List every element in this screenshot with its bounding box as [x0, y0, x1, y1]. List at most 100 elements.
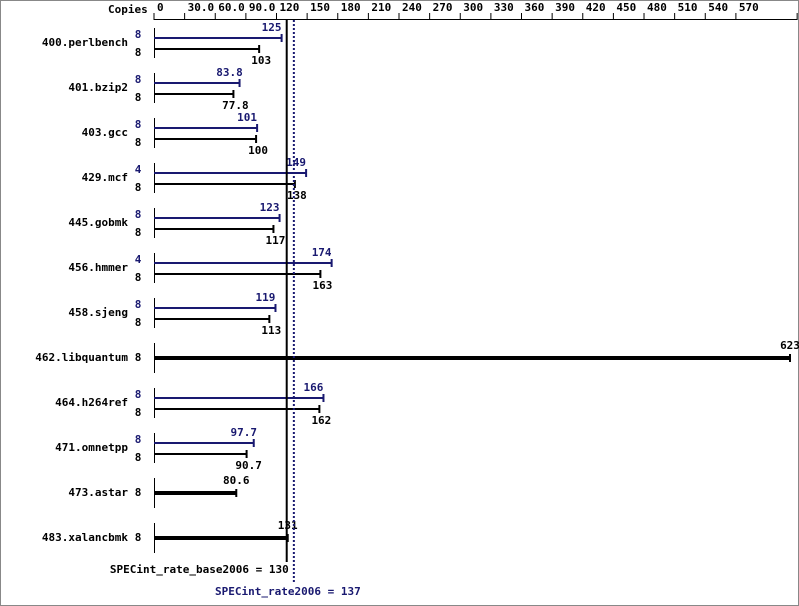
copies-label: 8 [135, 208, 142, 221]
x-tick-label: 570 [739, 1, 759, 14]
value-label: 149 [286, 156, 306, 169]
bar [154, 217, 280, 219]
copies-label: 4 [135, 253, 142, 266]
copies-label: 8 [135, 531, 142, 544]
value-label: 119 [256, 291, 276, 304]
value-label: 83.8 [216, 66, 243, 79]
bar [154, 442, 254, 444]
bar [154, 318, 270, 320]
value-label: 100 [248, 144, 268, 157]
category-label: 473.astar [68, 486, 128, 499]
bar [154, 453, 247, 455]
copies-label: 8 [135, 433, 142, 446]
value-label: 113 [261, 324, 281, 337]
value-label: 138 [287, 189, 307, 202]
value-label: 123 [260, 201, 280, 214]
bar [154, 82, 240, 84]
bar [154, 273, 321, 275]
x-tick-label: 270 [433, 1, 453, 14]
bar [154, 183, 295, 185]
value-label: 131 [278, 519, 298, 532]
bar [154, 536, 288, 540]
value-label: 174 [312, 246, 332, 259]
value-label: 117 [266, 234, 286, 247]
copies-label: 8 [135, 271, 142, 284]
x-tick-label: 120 [280, 1, 300, 14]
bar [154, 491, 237, 495]
value-label: 90.7 [235, 459, 262, 472]
x-tick-label: 180 [341, 1, 361, 14]
copies-label: 8 [135, 298, 142, 311]
x-tick-label: 300 [463, 1, 483, 14]
copies-label: 8 [135, 28, 142, 41]
copies-label: 8 [135, 226, 142, 239]
x-tick-label: 60.0 [218, 1, 245, 14]
bar [154, 228, 274, 230]
x-tick-label: 0 [157, 1, 164, 14]
category-label: 462.libquantum [35, 351, 128, 364]
copies-label: 8 [135, 316, 142, 329]
value-label: 162 [311, 414, 331, 427]
axis-label: Copies [108, 3, 148, 16]
category-label: 445.gobmk [68, 216, 128, 229]
copies-label: 8 [135, 73, 142, 86]
copies-label: 8 [135, 91, 142, 104]
value-label: 163 [312, 279, 332, 292]
x-tick-label: 450 [616, 1, 636, 14]
x-tick-label: 210 [371, 1, 391, 14]
copies-label: 8 [135, 351, 142, 364]
bar [154, 138, 257, 140]
category-label: 401.bzip2 [68, 81, 128, 94]
value-label: 125 [262, 21, 282, 34]
bar [154, 127, 258, 129]
copies-label: 8 [135, 46, 142, 59]
bar [154, 262, 332, 264]
x-tick-label: 390 [555, 1, 575, 14]
category-label: 483.xalancbmk [42, 531, 128, 544]
copies-label: 8 [135, 181, 142, 194]
reference-label: SPECint_rate_base2006 = 130 [110, 563, 289, 576]
category-label: 403.gcc [82, 126, 128, 139]
copies-label: 8 [135, 451, 142, 464]
x-tick-label: 330 [494, 1, 514, 14]
x-tick-label: 30.0 [188, 1, 215, 14]
x-tick-label: 540 [708, 1, 728, 14]
bar [154, 397, 324, 399]
copies-label: 8 [135, 406, 142, 419]
reference-label: SPECint_rate2006 = 137 [215, 585, 361, 598]
category-label: 456.hmmer [68, 261, 128, 274]
x-tick-label: 240 [402, 1, 422, 14]
x-tick-label: 510 [678, 1, 698, 14]
bar [154, 172, 307, 174]
x-tick-label: 420 [586, 1, 606, 14]
value-label: 80.6 [223, 474, 250, 487]
value-label: 623 [780, 339, 799, 352]
value-label: 97.7 [230, 426, 257, 439]
category-label: 458.sjeng [68, 306, 128, 319]
bar [154, 356, 790, 360]
x-tick-label: 90.0 [249, 1, 275, 14]
category-label: 471.omnetpp [55, 441, 128, 454]
copies-label: 8 [135, 118, 142, 131]
bar [154, 93, 234, 95]
bar [154, 48, 260, 50]
bar [154, 37, 282, 39]
value-label: 166 [304, 381, 324, 394]
value-label: 101 [237, 111, 257, 124]
category-label: 464.h264ref [55, 396, 128, 409]
bar [154, 408, 320, 410]
bar [154, 307, 276, 309]
x-tick-label: 150 [310, 1, 330, 14]
copies-label: 8 [135, 388, 142, 401]
x-tick-label: 480 [647, 1, 667, 14]
category-label: 429.mcf [82, 171, 128, 184]
value-label: 77.8 [222, 99, 249, 112]
copies-label: 4 [135, 163, 142, 176]
category-label: 400.perlbench [42, 36, 128, 49]
copies-label: 8 [135, 486, 142, 499]
x-tick-label: 360 [525, 1, 545, 14]
copies-label: 8 [135, 136, 142, 149]
value-label: 103 [251, 54, 271, 67]
